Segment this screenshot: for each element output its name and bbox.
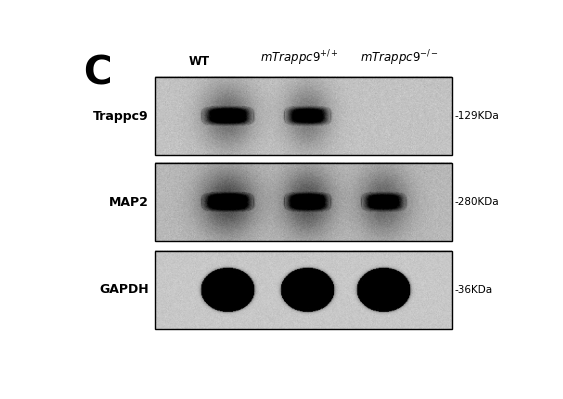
Bar [155,77,452,155]
Text: $\mathit{mTrappc9}^{+/+}$: $\mathit{mTrappc9}^{+/+}$ [260,48,339,68]
Text: WT: WT [189,55,209,68]
Text: -36KDa: -36KDa [454,285,493,295]
Text: Trappc9: Trappc9 [93,110,149,123]
Text: GAPDH: GAPDH [99,283,149,296]
Bar [155,251,452,329]
Text: C: C [83,54,112,92]
Text: -129KDa: -129KDa [454,111,499,121]
Text: -280KDa: -280KDa [454,197,499,207]
Text: $\mathit{mTrappc9}^{-/-}$: $\mathit{mTrappc9}^{-/-}$ [360,48,439,68]
Bar [155,163,452,241]
Text: MAP2: MAP2 [109,196,149,209]
